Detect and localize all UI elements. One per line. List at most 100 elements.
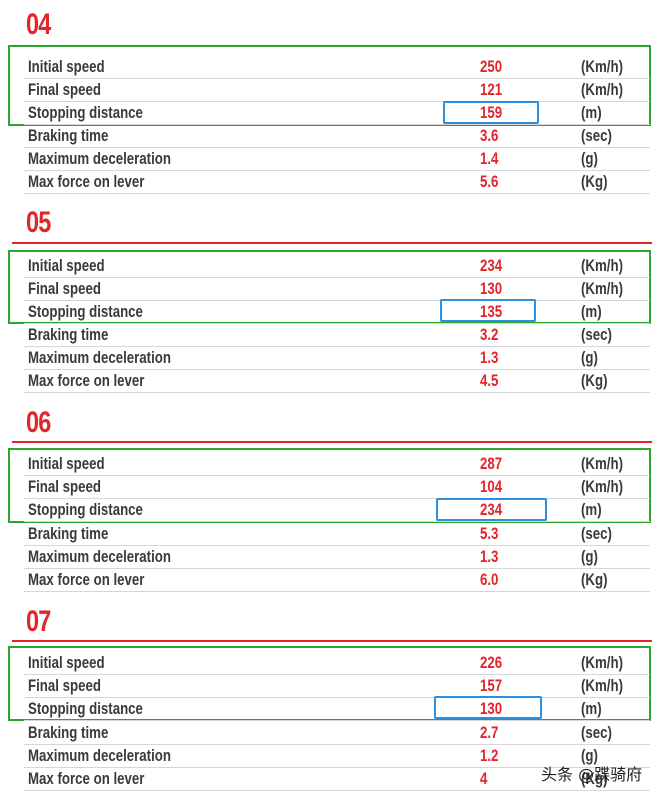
row-label: Stopping distance: [28, 302, 143, 321]
row-label: Stopping distance: [28, 699, 143, 718]
row-unit: (g): [581, 348, 598, 367]
row-value: 250: [480, 57, 503, 76]
row-label: Initial speed: [28, 57, 105, 76]
row-unit: (sec): [581, 723, 612, 742]
row-label: Max force on lever: [28, 769, 145, 788]
table-row: Stopping distance 135 (m): [24, 300, 650, 324]
table-row: Initial speed 226 (Km/h): [24, 651, 650, 675]
row-label: Initial speed: [28, 256, 105, 275]
row-value: 234: [480, 256, 503, 275]
row-unit: (g): [581, 547, 598, 566]
row-unit: (m): [581, 500, 602, 519]
row-label: Final speed: [28, 676, 101, 695]
distance-highlight-box: [436, 498, 547, 521]
table-row: Max force on lever 6.0 (Kg): [24, 568, 650, 592]
row-unit: (sec): [581, 524, 612, 543]
distance-highlight-box: [440, 299, 536, 322]
row-value: 4.5: [480, 371, 499, 390]
table-row: Initial speed 287 (Km/h): [24, 452, 650, 476]
row-unit: (sec): [581, 325, 612, 344]
row-value: 2.7: [480, 723, 499, 742]
row-label: Final speed: [28, 279, 101, 298]
table-row: Max force on lever 5.6 (Kg): [24, 170, 650, 194]
row-unit: (Km/h): [581, 477, 623, 496]
section-divider: [12, 640, 652, 642]
table-row: Braking time 5.3 (sec): [24, 522, 650, 546]
table-row: Braking time 2.7 (sec): [24, 721, 650, 745]
row-value: 3.6: [480, 126, 499, 145]
row-value: 1.3: [480, 547, 499, 566]
speed-highlight-box: [8, 448, 651, 523]
row-value: 157: [480, 676, 503, 695]
row-value: 135: [480, 302, 503, 321]
table-row: Braking time 3.6 (sec): [24, 124, 650, 148]
table-row: Maximum deceleration 1.4 (g): [24, 147, 650, 171]
row-unit: (Kg): [581, 769, 608, 788]
section-number: 05: [26, 206, 51, 239]
table-row: Final speed 121 (Km/h): [24, 78, 650, 102]
table-row: Final speed 157 (Km/h): [24, 674, 650, 698]
row-label: Maximum deceleration: [28, 348, 171, 367]
row-label: Braking time: [28, 325, 109, 344]
row-value: 1.4: [480, 149, 499, 168]
row-label: Final speed: [28, 477, 101, 496]
table-row: Maximum deceleration 1.2 (g): [24, 744, 650, 768]
table-row: Maximum deceleration 1.3 (g): [24, 545, 650, 569]
table-row: Stopping distance 159 (m): [24, 101, 650, 125]
row-value: 226: [480, 653, 503, 672]
row-label: Final speed: [28, 80, 101, 99]
row-value: 159: [480, 103, 503, 122]
row-unit: (g): [581, 149, 598, 168]
row-label: Max force on lever: [28, 371, 145, 390]
row-unit: (Km/h): [581, 676, 623, 695]
row-label: Maximum deceleration: [28, 547, 171, 566]
row-label: Stopping distance: [28, 500, 143, 519]
row-label: Braking time: [28, 723, 109, 742]
row-unit: (m): [581, 699, 602, 718]
row-unit: (Kg): [581, 570, 608, 589]
row-value: 130: [480, 699, 503, 718]
row-label: Maximum deceleration: [28, 746, 171, 765]
row-unit: (Kg): [581, 371, 608, 390]
row-unit: (Km/h): [581, 80, 623, 99]
row-unit: (Kg): [581, 172, 608, 191]
row-value: 104: [480, 477, 503, 496]
row-value: 5.6: [480, 172, 499, 191]
table-row: Braking time 3.2 (sec): [24, 323, 650, 347]
table-row: Maximum deceleration 1.3 (g): [24, 346, 650, 370]
distance-highlight-box: [443, 101, 539, 124]
row-label: Stopping distance: [28, 103, 143, 122]
row-label: Braking time: [28, 126, 109, 145]
table-row: Stopping distance 234 (m): [24, 498, 650, 522]
row-unit: (sec): [581, 126, 612, 145]
row-unit: (m): [581, 103, 602, 122]
row-value: 234: [480, 500, 503, 519]
distance-highlight-box: [434, 696, 542, 719]
row-value: 287: [480, 454, 503, 473]
row-unit: (Km/h): [581, 653, 623, 672]
table-row: Stopping distance 130 (m): [24, 697, 650, 721]
row-label: Braking time: [28, 524, 109, 543]
row-unit: (Km/h): [581, 454, 623, 473]
row-value: 1.3: [480, 348, 499, 367]
row-label: Maximum deceleration: [28, 149, 171, 168]
row-unit: (Km/h): [581, 57, 623, 76]
row-unit: (g): [581, 746, 598, 765]
section-divider: [12, 242, 652, 244]
section-number: 06: [26, 406, 51, 439]
row-unit: (m): [581, 302, 602, 321]
row-value: 121: [480, 80, 503, 99]
table-row: Final speed 130 (Km/h): [24, 277, 650, 301]
row-label: Max force on lever: [28, 570, 145, 589]
watermark: 头条 @蹀骑府: [541, 765, 643, 784]
row-unit: (Km/h): [581, 279, 623, 298]
table-row: Max force on lever 4.5 (Kg): [24, 369, 650, 393]
row-label: Initial speed: [28, 454, 105, 473]
row-label: Initial speed: [28, 653, 105, 672]
row-label: Max force on lever: [28, 172, 145, 191]
speed-highlight-box: [8, 45, 651, 126]
row-value: 1.2: [480, 746, 499, 765]
table-row: Initial speed 234 (Km/h): [24, 254, 650, 278]
row-value: 5.3: [480, 524, 499, 543]
row-value: 4: [480, 769, 488, 788]
